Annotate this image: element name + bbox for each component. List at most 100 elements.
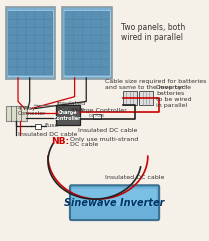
FancyBboxPatch shape — [17, 19, 26, 27]
FancyBboxPatch shape — [65, 67, 74, 75]
FancyBboxPatch shape — [74, 67, 83, 75]
Text: NB:: NB: — [51, 137, 69, 147]
FancyBboxPatch shape — [17, 27, 26, 35]
FancyBboxPatch shape — [92, 19, 101, 27]
FancyBboxPatch shape — [74, 59, 83, 67]
FancyBboxPatch shape — [35, 51, 44, 59]
FancyBboxPatch shape — [74, 19, 83, 27]
FancyBboxPatch shape — [8, 10, 53, 76]
FancyBboxPatch shape — [35, 27, 44, 35]
FancyBboxPatch shape — [65, 27, 74, 35]
FancyBboxPatch shape — [17, 43, 26, 51]
Text: Insulated
DC cable: Insulated DC cable — [56, 101, 85, 112]
Text: Insulated DC cable: Insulated DC cable — [104, 175, 164, 180]
FancyBboxPatch shape — [26, 27, 35, 35]
FancyBboxPatch shape — [72, 189, 157, 206]
FancyBboxPatch shape — [26, 51, 35, 59]
FancyBboxPatch shape — [8, 27, 17, 35]
FancyBboxPatch shape — [44, 35, 53, 43]
Text: DC FUSE: DC FUSE — [89, 114, 105, 118]
FancyBboxPatch shape — [101, 11, 109, 19]
Text: Sinewave Inverter: Sinewave Inverter — [64, 198, 165, 208]
FancyBboxPatch shape — [92, 51, 101, 59]
FancyBboxPatch shape — [44, 67, 53, 75]
FancyBboxPatch shape — [44, 43, 53, 51]
FancyBboxPatch shape — [83, 11, 92, 19]
FancyBboxPatch shape — [65, 59, 74, 67]
Text: Only use multi-strand
DC cable: Only use multi-strand DC cable — [70, 137, 138, 147]
FancyBboxPatch shape — [83, 27, 92, 35]
FancyBboxPatch shape — [44, 11, 53, 19]
FancyBboxPatch shape — [83, 67, 92, 75]
FancyBboxPatch shape — [35, 19, 44, 27]
FancyBboxPatch shape — [83, 51, 92, 59]
FancyBboxPatch shape — [6, 106, 27, 121]
FancyBboxPatch shape — [8, 67, 17, 75]
FancyBboxPatch shape — [74, 35, 83, 43]
FancyBboxPatch shape — [92, 27, 101, 35]
FancyBboxPatch shape — [26, 43, 35, 51]
FancyBboxPatch shape — [92, 67, 101, 75]
FancyBboxPatch shape — [64, 10, 110, 76]
FancyBboxPatch shape — [44, 19, 53, 27]
FancyBboxPatch shape — [101, 59, 109, 67]
FancyBboxPatch shape — [65, 35, 74, 43]
FancyBboxPatch shape — [65, 51, 74, 59]
FancyBboxPatch shape — [93, 114, 101, 119]
FancyBboxPatch shape — [17, 51, 26, 59]
FancyBboxPatch shape — [74, 43, 83, 51]
FancyBboxPatch shape — [92, 11, 101, 19]
Text: Deep cycle
batteries
to be wired
in parallel: Deep cycle batteries to be wired in para… — [156, 86, 192, 108]
FancyBboxPatch shape — [35, 124, 41, 129]
FancyBboxPatch shape — [8, 35, 17, 43]
FancyBboxPatch shape — [8, 59, 17, 67]
FancyBboxPatch shape — [74, 27, 83, 35]
FancyBboxPatch shape — [101, 51, 109, 59]
FancyBboxPatch shape — [35, 59, 44, 67]
FancyBboxPatch shape — [92, 35, 101, 43]
FancyBboxPatch shape — [101, 19, 109, 27]
FancyBboxPatch shape — [101, 27, 109, 35]
FancyBboxPatch shape — [83, 19, 92, 27]
FancyBboxPatch shape — [74, 11, 83, 19]
FancyBboxPatch shape — [101, 67, 109, 75]
FancyBboxPatch shape — [17, 59, 26, 67]
FancyBboxPatch shape — [17, 67, 26, 75]
FancyBboxPatch shape — [26, 59, 35, 67]
FancyBboxPatch shape — [44, 27, 53, 35]
Text: Charge
Controller: Charge Controller — [54, 110, 82, 121]
FancyBboxPatch shape — [65, 43, 74, 51]
FancyBboxPatch shape — [8, 43, 17, 51]
FancyBboxPatch shape — [35, 43, 44, 51]
Text: Insulated DC cable: Insulated DC cable — [78, 127, 137, 133]
FancyBboxPatch shape — [35, 67, 44, 75]
FancyBboxPatch shape — [62, 7, 112, 79]
FancyBboxPatch shape — [35, 11, 44, 19]
FancyBboxPatch shape — [83, 43, 92, 51]
FancyBboxPatch shape — [44, 59, 53, 67]
FancyBboxPatch shape — [56, 106, 80, 125]
FancyBboxPatch shape — [139, 91, 153, 106]
FancyBboxPatch shape — [8, 11, 17, 19]
FancyBboxPatch shape — [44, 51, 53, 59]
FancyBboxPatch shape — [8, 51, 17, 59]
FancyBboxPatch shape — [83, 59, 92, 67]
FancyBboxPatch shape — [65, 19, 74, 27]
FancyBboxPatch shape — [101, 43, 109, 51]
Text: Fuse: Fuse — [45, 123, 59, 128]
FancyBboxPatch shape — [35, 35, 44, 43]
Text: Charge Controller: Charge Controller — [71, 108, 127, 114]
FancyBboxPatch shape — [122, 91, 136, 106]
FancyBboxPatch shape — [26, 35, 35, 43]
Text: 4 Way
Connector: 4 Way Connector — [18, 106, 46, 116]
FancyBboxPatch shape — [17, 11, 26, 19]
FancyBboxPatch shape — [70, 185, 159, 220]
FancyBboxPatch shape — [101, 35, 109, 43]
FancyBboxPatch shape — [26, 19, 35, 27]
FancyBboxPatch shape — [92, 43, 101, 51]
FancyBboxPatch shape — [26, 67, 35, 75]
FancyBboxPatch shape — [65, 11, 74, 19]
FancyBboxPatch shape — [92, 59, 101, 67]
FancyBboxPatch shape — [8, 19, 17, 27]
FancyBboxPatch shape — [83, 35, 92, 43]
